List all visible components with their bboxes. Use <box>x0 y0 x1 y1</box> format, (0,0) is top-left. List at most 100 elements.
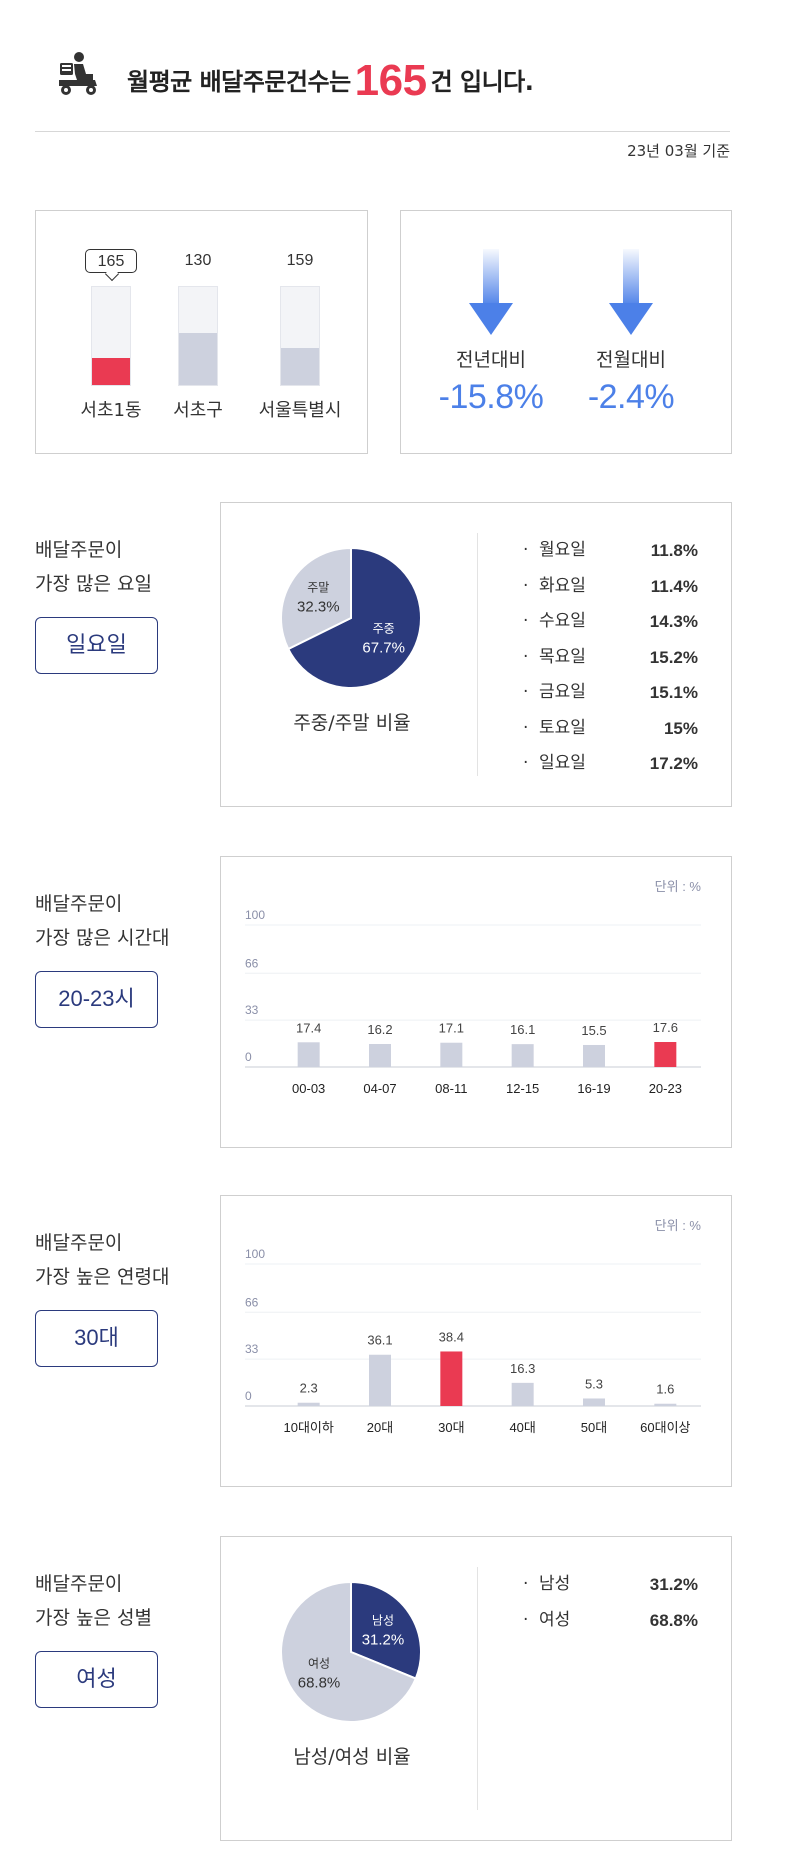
weekday-row-sat: · 토요일 15% <box>523 717 698 738</box>
weekday-pie-slice-value: 32.3% <box>297 599 340 616</box>
age-chart-bar <box>440 1351 463 1406</box>
weekday-pie-slice-label: 주말 <box>307 581 329 595</box>
age-chart-card: 단위 : % 100 66 33 0 2.3 10대이하 36.1 20대 38.4 30대 16.3… <box>220 1195 732 1487</box>
weekday-row-wed: · 수요일 14.3% <box>523 611 698 631</box>
age-chart-bar <box>297 1402 320 1406</box>
time-chart-category-label: 16-19 <box>577 1081 610 1096</box>
change-value: -15.8% <box>438 378 544 416</box>
age-chart-ytick: 33 <box>245 1342 259 1356</box>
time-chart-bar <box>511 1044 534 1067</box>
divider <box>477 1567 478 1810</box>
age-bar-chart: 단위 : % 100 66 33 0 2.3 10대이하 36.1 20대 38.4 30대 16.3… <box>245 1218 702 1435</box>
time-chart-bar <box>369 1043 391 1067</box>
weekday-pie-slice <box>280 546 352 651</box>
time-chart-value-label: 16.2 <box>367 1022 392 1037</box>
time-summary: 배달주문이 가장 많은 시간대 20-23시 <box>35 887 185 1028</box>
age-chart-category-label: 10대이하 <box>283 1420 333 1435</box>
gender-question-line2: 가장 높은 성별 <box>35 1607 152 1629</box>
time-answer-badge: 20-23시 <box>35 971 158 1028</box>
gender-pie-slice-value: 68.8% <box>298 1674 341 1691</box>
region-bar-seoul: 159 서울특별시 <box>250 249 350 422</box>
age-summary: 배달주문이 가장 높은 연령대 30대 <box>35 1226 185 1367</box>
age-question-line1: 배달주문이 <box>35 1232 123 1254</box>
time-chart-value-label: 16.1 <box>510 1022 535 1037</box>
change-label: 전년대비 <box>456 349 526 371</box>
region-bar-fill <box>92 357 130 385</box>
time-chart-category-label: 04-07 <box>363 1081 396 1096</box>
monthly-order-count: 165 <box>354 56 427 105</box>
change-year-over-year: 전년대비 -15.8% <box>421 249 561 417</box>
age-chart-unit-label: 단위 : % <box>655 1218 702 1233</box>
gender-pie-slice-label: 남성 <box>372 1614 394 1628</box>
age-chart-ytick: 0 <box>245 1389 252 1403</box>
region-value-bubble: 165 <box>85 249 137 273</box>
region-bar-track <box>91 286 131 386</box>
time-chart-category-label: 12-15 <box>506 1081 539 1096</box>
gender-card: 남성 31.2% 여성 68.8% 남성/여성 비율 · 남성 31.2% · 여성 68.8… <box>220 1536 732 1841</box>
age-chart-value-label: 2.3 <box>300 1381 318 1396</box>
time-chart-ytick: 0 <box>245 1050 252 1064</box>
weekday-row-tue: · 화요일 11.4% <box>523 575 698 596</box>
gender-question-line1: 배달주문이 <box>35 1573 123 1595</box>
region-label: 서초구 <box>173 400 223 421</box>
region-compare-card: 165 서초1동 130 서초구 159 서울특별시 <box>35 210 368 454</box>
time-question-line1: 배달주문이 <box>35 893 123 915</box>
age-chart-category-label: 30대 <box>438 1420 464 1435</box>
change-month-over-month: 전월대비 -2.4% <box>561 249 701 417</box>
time-chart-value-label: 17.6 <box>653 1020 678 1035</box>
region-bar-seocho1dong: 165 서초1동 <box>76 249 146 422</box>
headline: 월평균 배달주문건수는165 건 입니다. <box>127 56 534 106</box>
weekday-answer-badge: 일요일 <box>35 617 158 674</box>
change-rate-card: 전년대비 -15.8% 전월대비 -2.4% <box>400 210 732 454</box>
region-bar-fill <box>281 347 319 385</box>
gender-row-female: · 여성 68.8% <box>523 1609 698 1630</box>
region-bar-track <box>178 286 218 386</box>
age-chart-ytick: 100 <box>245 1247 265 1261</box>
arrow-down-icon <box>469 249 513 335</box>
time-chart-ytick: 66 <box>245 956 259 970</box>
region-label: 서울특별시 <box>258 400 342 421</box>
change-label: 전월대비 <box>596 349 666 371</box>
weekday-card: 주중 67.7% 주말 32.3% 주중/주말 비율 · 월요일 11.8% · 화요일 11… <box>220 502 732 807</box>
weekday-question-line1: 배달주문이 <box>35 539 123 561</box>
age-chart-bar <box>583 1398 605 1406</box>
page-header: 월평균 배달주문건수는165 건 입니다. <box>35 40 730 132</box>
gender-answer-badge: 여성 <box>35 1651 158 1708</box>
weekday-pie-slice-value: 67.7% <box>362 639 405 656</box>
time-chart-value-label: 15.5 <box>581 1023 606 1038</box>
gender-summary: 배달주문이 가장 높은 성별 여성 <box>35 1567 185 1708</box>
time-chart-bar <box>654 1042 677 1067</box>
time-chart-unit-label: 단위 : % <box>655 879 702 894</box>
time-chart-category-label: 00-03 <box>292 1081 325 1096</box>
time-chart-value-label: 17.1 <box>439 1021 464 1036</box>
headline-prefix: 월평균 배달주문건수는 <box>127 68 351 96</box>
time-chart-category-label: 08-11 <box>435 1081 467 1096</box>
change-value: -2.4% <box>587 378 675 416</box>
age-question-line2: 가장 높은 연령대 <box>35 1266 170 1288</box>
region-bar-seochogu: 130 서초구 <box>163 249 233 422</box>
weekday-pie-chart: 주중 67.7% 주말 32.3% <box>280 546 422 689</box>
time-question-line2: 가장 많은 시간대 <box>35 927 170 949</box>
gender-row-male: · 남성 31.2% <box>523 1574 698 1594</box>
gender-pie-slice-label: 여성 <box>308 1656 330 1670</box>
age-chart-category-label: 20대 <box>367 1420 393 1435</box>
time-chart-bar <box>583 1044 605 1067</box>
time-bar-chart: 단위 : % 100 66 33 0 17.4 00-03 16.2 04-07 17.1 08-1… <box>245 879 702 1096</box>
time-chart-ytick: 33 <box>245 1003 259 1017</box>
gender-pie-slice-value: 31.2% <box>362 1632 405 1649</box>
age-chart-bar <box>654 1403 677 1406</box>
weekday-list: · 월요일 11.8% · 화요일 11.4% · 수요일 14.3% · 목요일 15.2% … <box>523 533 698 782</box>
gender-pie-slice <box>350 1580 422 1680</box>
age-chart-bar <box>511 1382 534 1406</box>
age-chart-value-label: 1.6 <box>656 1382 674 1397</box>
age-chart-value-label: 5.3 <box>585 1376 603 1391</box>
gender-pie-slice <box>280 1580 418 1723</box>
time-chart-ytick: 100 <box>245 908 265 922</box>
region-value: 130 <box>184 252 212 269</box>
time-chart-category-label: 20-23 <box>649 1081 682 1096</box>
age-answer-badge: 30대 <box>35 1310 158 1367</box>
time-chart-card: 단위 : % 100 66 33 0 17.4 00-03 16.2 04-07 17.1 08-1… <box>220 856 732 1148</box>
weekday-row-sun: · 일요일 17.2% <box>523 753 698 773</box>
region-label: 서초1동 <box>80 400 142 421</box>
weekday-pie-caption: 주중/주말 비율 <box>293 712 411 734</box>
